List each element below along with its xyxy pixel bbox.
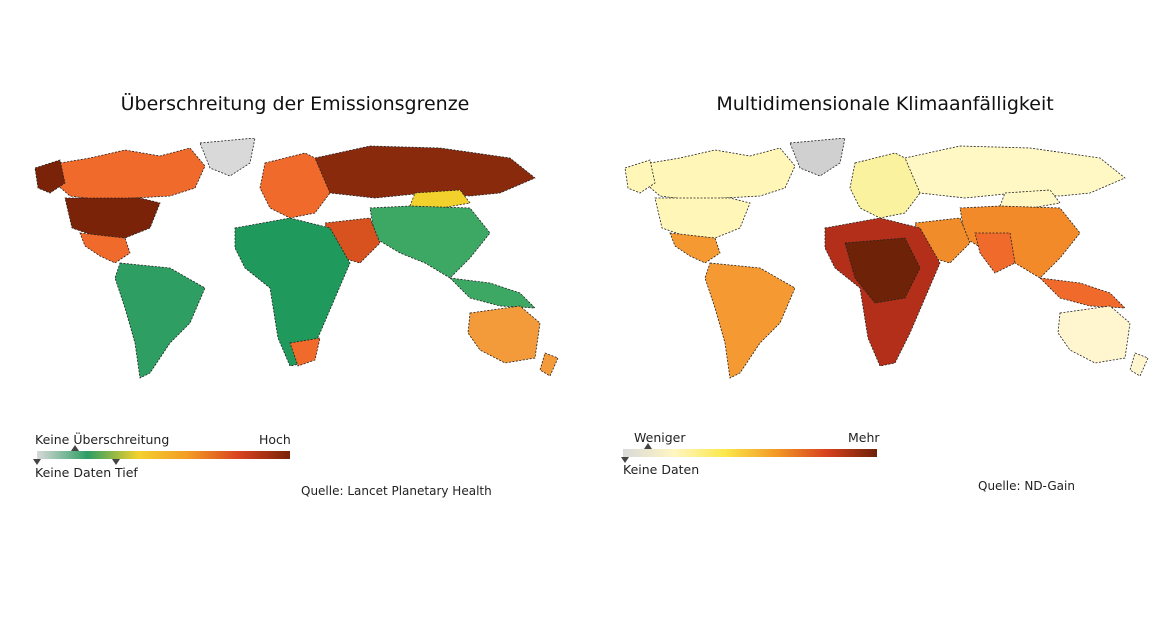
emission-panel: Überschreitung der Emissionsgrenze Keine… — [33, 93, 559, 498]
emission-source: Quelle: Lancet Planetary Health — [301, 484, 492, 498]
vulnerability-legend-bar — [623, 449, 877, 457]
legend-more-label: Mehr — [848, 430, 880, 445]
vulnerability-panel: Multidimensionale Klimaanfälligkeit Weni… — [585, 0, 1170, 624]
vulnerability-world-map — [624, 138, 1149, 379]
southeast-asia-region — [448, 277, 537, 309]
mexico-central-america-region — [79, 232, 131, 264]
mongolia-region — [999, 189, 1061, 211]
new-zealand-region — [1129, 352, 1149, 377]
no-data-marker-icon — [621, 457, 629, 463]
russia-region — [904, 145, 1126, 199]
legend-no-data-label: Keine Daten — [35, 465, 112, 480]
emission-legend-bar — [37, 451, 290, 459]
emission-map-title: Überschreitung der Emissionsgrenze — [120, 93, 470, 115]
south-america-region — [114, 262, 206, 379]
asia-region — [369, 205, 491, 279]
mexico-central-america-region — [669, 232, 721, 264]
europe-region — [259, 152, 331, 219]
no-exceedance-marker-icon — [71, 445, 79, 451]
greenland-region — [199, 138, 256, 177]
vulnerability-map-title: Multidimensionale Klimaanfälligkeit — [716, 93, 1054, 115]
africa-region — [234, 217, 351, 367]
south-africa-region — [289, 337, 321, 367]
new-zealand-region — [539, 352, 559, 377]
canada-region — [54, 147, 206, 201]
south-america-region — [704, 262, 796, 379]
europe-region — [849, 152, 921, 219]
no-data-marker-icon — [33, 459, 41, 465]
greenland-region — [789, 138, 846, 177]
low-marker-icon — [112, 459, 120, 465]
vulnerability-source: Quelle: ND-Gain — [978, 479, 1075, 493]
asia-region — [959, 205, 1081, 279]
legend-no-exceedance-label: Keine Überschreitung — [35, 432, 170, 447]
legend-no-data-label: Keine Daten — [623, 462, 700, 477]
alaska-region — [624, 159, 656, 194]
russia-region — [314, 145, 536, 199]
mongolia-region — [409, 189, 471, 211]
australia-region — [1057, 305, 1131, 364]
less-marker-icon — [644, 443, 652, 449]
emission-world-map — [34, 138, 559, 379]
south-asia-region — [974, 232, 1016, 274]
alaska-region — [34, 159, 66, 194]
canada-region — [644, 147, 796, 201]
usa-region — [654, 197, 751, 239]
legend-low-label: Tief — [115, 465, 138, 480]
southeast-asia-region — [1038, 277, 1127, 309]
legend-less-label: Weniger — [634, 430, 686, 445]
australia-region — [467, 305, 541, 364]
usa-region — [64, 197, 161, 239]
legend-high-label: Hoch — [259, 432, 291, 447]
central-africa-region — [844, 237, 921, 304]
